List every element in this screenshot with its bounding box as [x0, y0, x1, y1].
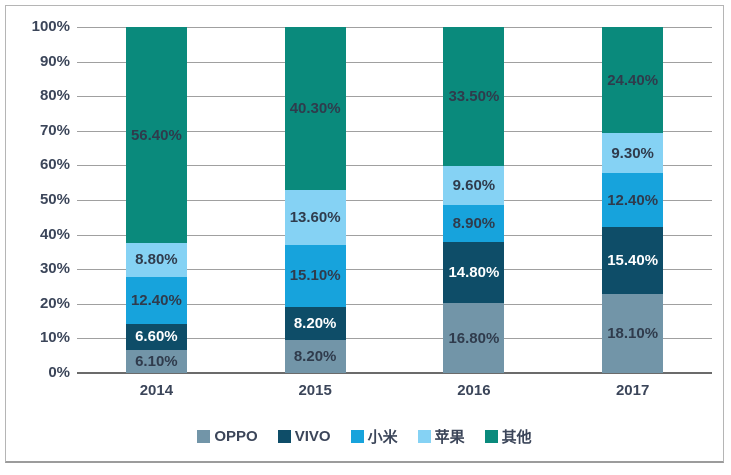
legend-item-VIVO: VIVO: [277, 428, 331, 445]
bar-segment-苹果-2014: 8.80%: [125, 243, 187, 277]
bar-segment-小米-2017: 12.40%: [602, 173, 664, 228]
legend-label: 小米: [367, 429, 398, 446]
stacked-bar-2016: 33.50% 9.60% 8.90% 14.80% 16.80%: [443, 27, 505, 373]
data-label: 9.60%: [452, 177, 496, 194]
x-axis-line: [77, 372, 712, 374]
gridline: [77, 96, 712, 98]
y-axis-tick-label: 90%: [39, 52, 70, 70]
bar-segment-OPPO-2017: 18.10%: [602, 294, 664, 373]
legend-swatch-icon: [417, 430, 431, 443]
data-label: 18.10%: [607, 325, 659, 343]
legend-swatch-icon: [484, 430, 498, 443]
legend-label: VIVO: [294, 428, 331, 445]
bar-segment-其他-2014: 56.40%: [125, 27, 187, 244]
bar-segment-VIVO-2015: 8.20%: [284, 306, 346, 340]
data-label: 40.30%: [289, 100, 341, 118]
legend-item-OPPO: OPPO: [197, 428, 258, 445]
legend-item-苹果: 苹果: [417, 426, 465, 447]
gridline: [77, 27, 712, 28]
gridline: [77, 303, 712, 305]
data-label: 6.10%: [135, 352, 178, 370]
y-axis-tick-label: 30%: [39, 260, 70, 278]
data-label: 8.20%: [293, 347, 337, 365]
legend-swatch-icon: [277, 430, 291, 443]
stacked-bar-2014: 56.40% 8.80% 12.40% 6.60% 6.10%: [125, 27, 187, 373]
y-axis-tick-label: 50%: [39, 191, 70, 208]
legend-label: 苹果: [434, 429, 465, 446]
gridline: [77, 61, 712, 63]
stacked-bar-2017: 24.40% 9.30% 12.40% 15.40% 18.10%: [602, 27, 664, 373]
y-axis-tick-label: 40%: [39, 225, 70, 243]
bar-segment-苹果-2017: 9.30%: [602, 133, 664, 174]
gridline: [77, 200, 712, 201]
data-label: 33.50%: [448, 87, 500, 105]
data-label: 14.80%: [448, 264, 500, 282]
data-label: 24.40%: [607, 71, 659, 89]
y-axis-tick-label: 20%: [39, 294, 70, 312]
data-label: 15.40%: [607, 252, 659, 270]
gridline: [77, 338, 712, 340]
bar-segment-其他-2015: 40.30%: [284, 27, 346, 191]
data-label: 9.30%: [611, 144, 654, 162]
gridline: [77, 130, 712, 132]
data-label: 56.40%: [130, 126, 182, 144]
y-axis-tick-label: 0%: [48, 364, 70, 381]
x-axis-category-label: 2014: [139, 382, 174, 399]
bar-segment-苹果-2015: 13.60%: [284, 190, 346, 246]
data-label: 8.20%: [293, 314, 337, 332]
gridline: [77, 234, 712, 236]
bar-segment-VIVO-2017: 15.40%: [602, 227, 664, 295]
bar-segment-小米-2014: 12.40%: [125, 276, 187, 325]
data-label: 15.10%: [289, 267, 341, 285]
stacked-bar-2015: 40.30% 13.60% 15.10% 8.20% 8.20%: [284, 27, 346, 373]
legend-item-其他: 其他: [484, 426, 532, 447]
legend-label: 其他: [501, 429, 532, 446]
x-axis-category-label: 2017: [615, 382, 650, 399]
bar-segment-OPPO-2014: 6.10%: [125, 349, 187, 373]
legend-item-小米: 小米: [350, 426, 398, 447]
bar-segment-其他-2017: 24.40%: [602, 27, 664, 134]
legend-label: OPPO: [214, 428, 258, 445]
bar-segment-苹果-2016: 9.60%: [443, 165, 505, 206]
legend-swatch-icon: [350, 430, 364, 443]
x-axis-category-label: 2015: [298, 382, 332, 399]
bar-segment-其他-2016: 33.50%: [443, 27, 505, 166]
data-label: 12.40%: [607, 191, 659, 209]
bar-segment-OPPO-2015: 8.20%: [284, 339, 346, 373]
gridline: [77, 269, 712, 271]
legend: OPPO VIVO 小米 苹果 其他: [6, 426, 723, 448]
y-axis-tick-label: 70%: [39, 121, 70, 139]
bar-segment-小米-2016: 8.90%: [443, 205, 505, 243]
data-label: 8.80%: [135, 251, 178, 269]
chart-frame: 0% 10% 20% 30% 40% 50% 60% 70% 80% 90% 100% 56.40% 8…: [5, 5, 724, 463]
y-axis-tick-label: 80%: [39, 87, 70, 105]
gridline: [77, 165, 712, 167]
bar-segment-VIVO-2016: 14.80%: [443, 242, 505, 304]
data-label: 8.90%: [452, 215, 496, 233]
bar-segment-小米-2015: 15.10%: [284, 245, 346, 307]
x-axis-category-label: 2016: [457, 382, 491, 399]
legend-swatch-icon: [197, 430, 211, 443]
data-label: 6.60%: [135, 328, 178, 346]
bar-segment-VIVO-2014: 6.60%: [125, 324, 187, 350]
data-label: 12.40%: [130, 292, 182, 310]
bar-segment-OPPO-2016: 16.80%: [443, 303, 505, 373]
y-axis-tick-label: 100%: [31, 18, 70, 35]
y-axis-tick-label: 10%: [39, 329, 70, 347]
data-label: 16.80%: [448, 329, 500, 347]
y-axis-tick-label: 60%: [39, 156, 70, 174]
data-label: 13.60%: [289, 209, 341, 227]
